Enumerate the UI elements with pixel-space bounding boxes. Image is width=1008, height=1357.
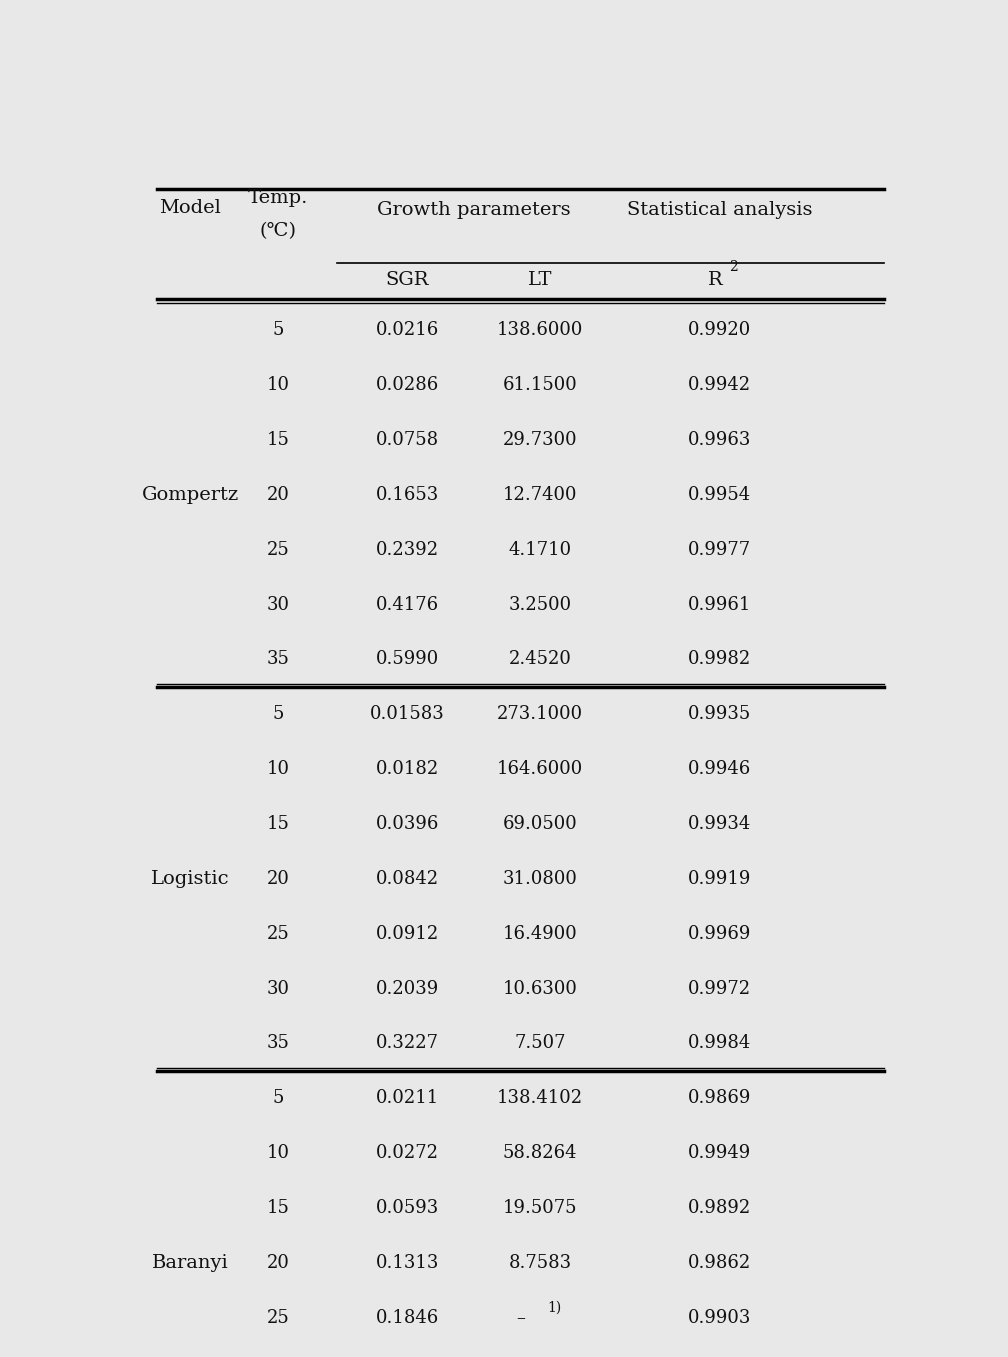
Text: 1): 1) bbox=[547, 1300, 561, 1315]
Text: 20: 20 bbox=[267, 870, 289, 887]
Text: 0.1313: 0.1313 bbox=[376, 1254, 438, 1272]
Text: 138.6000: 138.6000 bbox=[497, 322, 584, 339]
Text: 0.4176: 0.4176 bbox=[376, 596, 438, 613]
Text: 35: 35 bbox=[267, 650, 289, 669]
Text: 19.5075: 19.5075 bbox=[503, 1200, 578, 1217]
Text: Statistical analysis: Statistical analysis bbox=[627, 201, 812, 220]
Text: 164.6000: 164.6000 bbox=[497, 760, 584, 778]
Text: 0.9920: 0.9920 bbox=[688, 322, 751, 339]
Text: SGR: SGR bbox=[385, 271, 429, 289]
Text: 5: 5 bbox=[272, 706, 284, 723]
Text: 10: 10 bbox=[267, 376, 290, 394]
Text: Gompertz: Gompertz bbox=[141, 486, 239, 503]
Text: 29.7300: 29.7300 bbox=[503, 432, 578, 449]
Text: 0.9892: 0.9892 bbox=[688, 1200, 751, 1217]
Text: 0.9869: 0.9869 bbox=[688, 1090, 751, 1107]
Text: 0.9977: 0.9977 bbox=[688, 540, 751, 559]
Text: 10: 10 bbox=[267, 1144, 290, 1162]
Text: 10.6300: 10.6300 bbox=[503, 980, 578, 997]
Text: 20: 20 bbox=[267, 486, 289, 503]
Text: 4.1710: 4.1710 bbox=[508, 540, 572, 559]
Text: 58.8264: 58.8264 bbox=[503, 1144, 578, 1162]
Text: 0.1653: 0.1653 bbox=[376, 486, 438, 503]
Text: 20: 20 bbox=[267, 1254, 289, 1272]
Text: 2.4520: 2.4520 bbox=[509, 650, 572, 669]
Text: 30: 30 bbox=[267, 980, 290, 997]
Text: 0.9862: 0.9862 bbox=[688, 1254, 751, 1272]
Text: (℃): (℃) bbox=[260, 223, 296, 240]
Text: R: R bbox=[709, 271, 723, 289]
Text: Baranyi: Baranyi bbox=[151, 1254, 229, 1272]
Text: 0.9961: 0.9961 bbox=[688, 596, 751, 613]
Text: 15: 15 bbox=[267, 1200, 289, 1217]
Text: 0.0286: 0.0286 bbox=[376, 376, 438, 394]
Text: 16.4900: 16.4900 bbox=[503, 924, 578, 943]
Text: 0.3227: 0.3227 bbox=[376, 1034, 438, 1053]
Text: 8.7583: 8.7583 bbox=[508, 1254, 572, 1272]
Text: 0.0758: 0.0758 bbox=[376, 432, 438, 449]
Text: 35: 35 bbox=[267, 1034, 289, 1053]
Text: 7.507: 7.507 bbox=[514, 1034, 565, 1053]
Text: 0.9963: 0.9963 bbox=[688, 432, 751, 449]
Text: 138.4102: 138.4102 bbox=[497, 1090, 583, 1107]
Text: 5: 5 bbox=[272, 322, 284, 339]
Text: 0.2039: 0.2039 bbox=[376, 980, 438, 997]
Text: 0.0211: 0.0211 bbox=[376, 1090, 438, 1107]
Text: 0.0912: 0.0912 bbox=[376, 924, 438, 943]
Text: 0.9984: 0.9984 bbox=[688, 1034, 751, 1053]
Text: 0.9935: 0.9935 bbox=[688, 706, 751, 723]
Text: 0.9969: 0.9969 bbox=[688, 924, 751, 943]
Text: 3.2500: 3.2500 bbox=[508, 596, 572, 613]
Text: 0.1846: 0.1846 bbox=[376, 1308, 438, 1327]
Text: 0.9942: 0.9942 bbox=[688, 376, 751, 394]
Text: 0.9972: 0.9972 bbox=[688, 980, 751, 997]
Text: 0.9982: 0.9982 bbox=[688, 650, 751, 669]
Text: Growth parameters: Growth parameters bbox=[377, 201, 571, 220]
Text: 69.0500: 69.0500 bbox=[503, 816, 578, 833]
Text: 273.1000: 273.1000 bbox=[497, 706, 583, 723]
Text: 25: 25 bbox=[267, 924, 289, 943]
Text: 25: 25 bbox=[267, 1308, 289, 1327]
Text: 30: 30 bbox=[267, 596, 290, 613]
Text: 2: 2 bbox=[730, 261, 738, 274]
Text: LT: LT bbox=[528, 271, 552, 289]
Text: 0.9949: 0.9949 bbox=[688, 1144, 751, 1162]
Text: Model: Model bbox=[159, 199, 221, 217]
Text: 0.0272: 0.0272 bbox=[376, 1144, 438, 1162]
Text: 0.9946: 0.9946 bbox=[688, 760, 751, 778]
Text: 0.9934: 0.9934 bbox=[688, 816, 751, 833]
Text: 25: 25 bbox=[267, 540, 289, 559]
Text: 0.9919: 0.9919 bbox=[688, 870, 751, 887]
Text: 5: 5 bbox=[272, 1090, 284, 1107]
Text: 0.9954: 0.9954 bbox=[688, 486, 751, 503]
Text: 31.0800: 31.0800 bbox=[503, 870, 578, 887]
Text: 0.9903: 0.9903 bbox=[688, 1308, 751, 1327]
Text: 15: 15 bbox=[267, 816, 289, 833]
Text: 0.0396: 0.0396 bbox=[376, 816, 438, 833]
Text: Temp.: Temp. bbox=[248, 189, 308, 206]
Text: 0.2392: 0.2392 bbox=[376, 540, 438, 559]
Text: 0.0842: 0.0842 bbox=[376, 870, 438, 887]
Text: 0.0182: 0.0182 bbox=[376, 760, 438, 778]
Text: 0.5990: 0.5990 bbox=[376, 650, 438, 669]
Text: 0.0593: 0.0593 bbox=[376, 1200, 438, 1217]
Text: 10: 10 bbox=[267, 760, 290, 778]
Text: –: – bbox=[516, 1308, 525, 1327]
Text: 61.1500: 61.1500 bbox=[503, 376, 578, 394]
Text: Logistic: Logistic bbox=[151, 870, 230, 887]
Text: 12.7400: 12.7400 bbox=[503, 486, 578, 503]
Text: 0.01583: 0.01583 bbox=[370, 706, 445, 723]
Text: 0.0216: 0.0216 bbox=[376, 322, 438, 339]
Text: 15: 15 bbox=[267, 432, 289, 449]
